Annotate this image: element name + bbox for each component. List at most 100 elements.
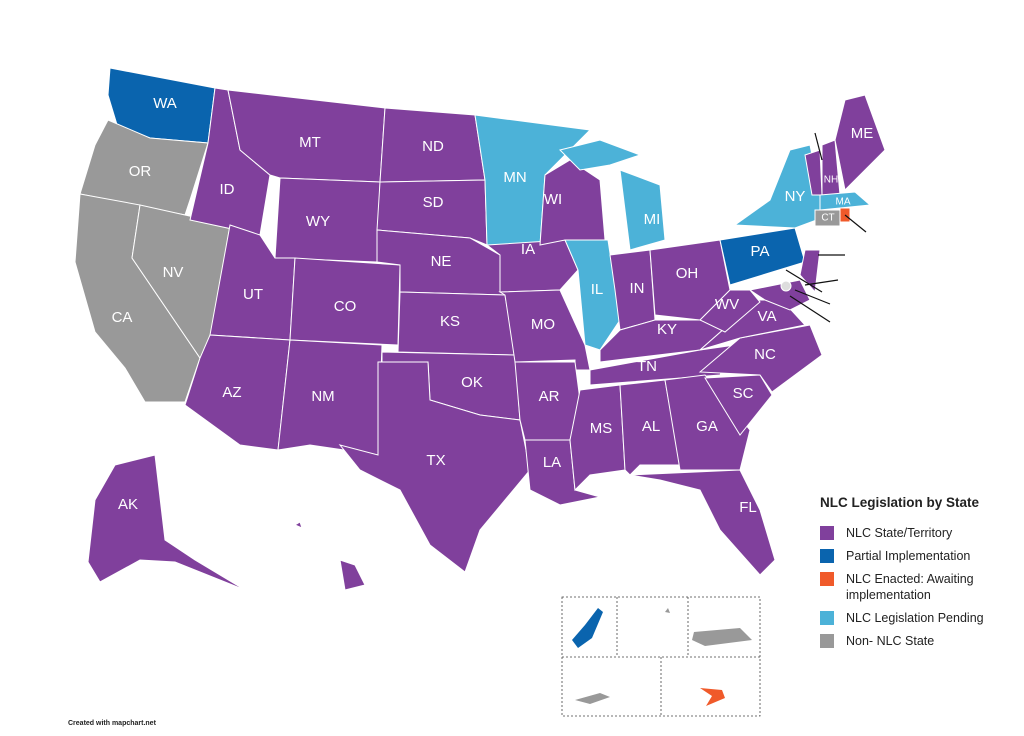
state-shape <box>704 374 773 436</box>
state-label: MN <box>503 169 526 186</box>
legend-swatch <box>820 549 834 563</box>
state-label: AZ <box>222 384 241 401</box>
state-shape <box>339 559 366 591</box>
state-label: FL <box>739 499 757 516</box>
state-shape <box>293 521 303 529</box>
state-shape <box>664 374 751 471</box>
state-label: AR <box>539 388 560 405</box>
legend-item: Non- NLC State <box>820 633 990 649</box>
state-shape <box>87 454 246 591</box>
territory-shape <box>575 693 610 704</box>
state-label: ND <box>422 138 444 155</box>
legend-item: NLC Legislation Pending <box>820 610 990 626</box>
territory-shape <box>572 608 603 648</box>
state-shape <box>780 280 792 292</box>
state-label: SD <box>423 194 444 211</box>
callout-line <box>789 295 831 323</box>
state-label: IN <box>630 280 645 297</box>
state-label: WI <box>544 191 562 208</box>
legend-item: Partial Implementation <box>820 548 990 564</box>
state-label: AK <box>118 496 138 513</box>
callout-line <box>844 214 867 233</box>
state-label: MT <box>299 134 321 151</box>
credit: Created with mapchart.net <box>68 720 156 727</box>
state-shape <box>748 279 811 311</box>
state-label: NY <box>785 188 806 205</box>
state-label: NE <box>431 253 452 270</box>
state-label: WV <box>715 296 739 313</box>
callouts <box>785 132 867 323</box>
state-label: OH <box>676 265 699 282</box>
state-label: PA <box>751 243 770 260</box>
state-label: IA <box>521 241 535 258</box>
legend-label: NLC Enacted: Awaiting implementation <box>846 572 974 602</box>
legend-item: NLC State/Territory <box>820 525 990 541</box>
territory-shape <box>692 628 752 646</box>
state-label: NH <box>824 175 838 186</box>
callout-line <box>814 132 823 161</box>
state-label: OK <box>461 374 483 391</box>
territory-shape <box>665 608 670 613</box>
state-label: SC <box>733 385 754 402</box>
legend-swatch <box>820 526 834 540</box>
legend-label: NLC Legislation Pending <box>846 611 984 625</box>
state-shape <box>814 209 841 227</box>
legend-item: NLC Enacted: Awaiting implementation <box>820 571 990 603</box>
legend-swatch <box>820 611 834 625</box>
legend-label: Non- NLC State <box>846 634 935 648</box>
inset-frame <box>561 596 761 717</box>
state-shape <box>799 249 821 294</box>
state-label: MS <box>590 420 613 437</box>
state-label: IL <box>591 281 604 298</box>
state-shape <box>699 289 761 333</box>
legend-title: NLC Legislation by State <box>820 495 980 510</box>
state-shape <box>79 119 209 216</box>
state-label: MI <box>644 211 661 228</box>
state-label: KS <box>440 313 460 330</box>
callout-line <box>804 279 839 286</box>
legend-label: Partial Implementation <box>846 549 971 563</box>
state-shape <box>338 361 531 573</box>
state-label: TX <box>426 452 445 469</box>
territory-shape <box>700 688 725 706</box>
state-label: AL <box>642 418 660 435</box>
state-label: CA <box>112 309 133 326</box>
callout-line <box>785 269 823 293</box>
state-shape <box>376 179 488 246</box>
state-label: NV <box>163 264 184 281</box>
state-label: WA <box>153 95 177 112</box>
territories <box>572 608 752 706</box>
states: WA OR CA NV ID MT WY UT CO AZ NM ND SD NE KS OK TX MN IA MO… <box>74 67 886 591</box>
legend: NLC Legislation by State NLC State/Terri… <box>820 494 990 656</box>
callout-line <box>794 289 831 305</box>
state-label: NM <box>311 388 334 405</box>
territory-insets <box>561 596 761 717</box>
state-label: GA <box>696 418 718 435</box>
state-label: CT <box>821 213 834 224</box>
state-label: CO <box>334 298 357 315</box>
state-shape <box>559 139 642 171</box>
state-label: MA <box>836 197 851 208</box>
state-label: NC <box>754 346 776 363</box>
legend-label: NLC State/Territory <box>846 526 953 540</box>
state-label: WY <box>306 213 330 230</box>
state-label: MO <box>531 316 555 333</box>
state-label: ME <box>851 125 874 142</box>
state-label: KY <box>657 321 677 338</box>
state-label: TN <box>637 358 657 375</box>
legend-items: NLC State/Territory Partial Implementatio… <box>820 525 990 649</box>
state-label: OR <box>129 163 152 180</box>
state-label: VA <box>758 308 777 325</box>
state-shape <box>819 191 872 211</box>
legend-swatch <box>820 634 834 648</box>
state-shape <box>569 384 626 492</box>
state-label: ID <box>220 181 235 198</box>
state-shape <box>834 94 886 192</box>
state-label: UT <box>243 286 263 303</box>
state-shape <box>629 469 776 576</box>
state-shape <box>619 169 666 251</box>
state-label: LA <box>543 454 561 471</box>
legend-swatch <box>820 572 834 586</box>
